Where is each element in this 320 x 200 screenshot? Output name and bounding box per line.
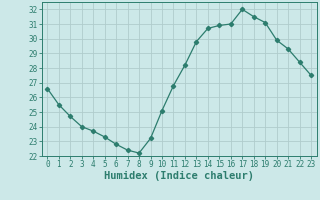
X-axis label: Humidex (Indice chaleur): Humidex (Indice chaleur) <box>104 171 254 181</box>
